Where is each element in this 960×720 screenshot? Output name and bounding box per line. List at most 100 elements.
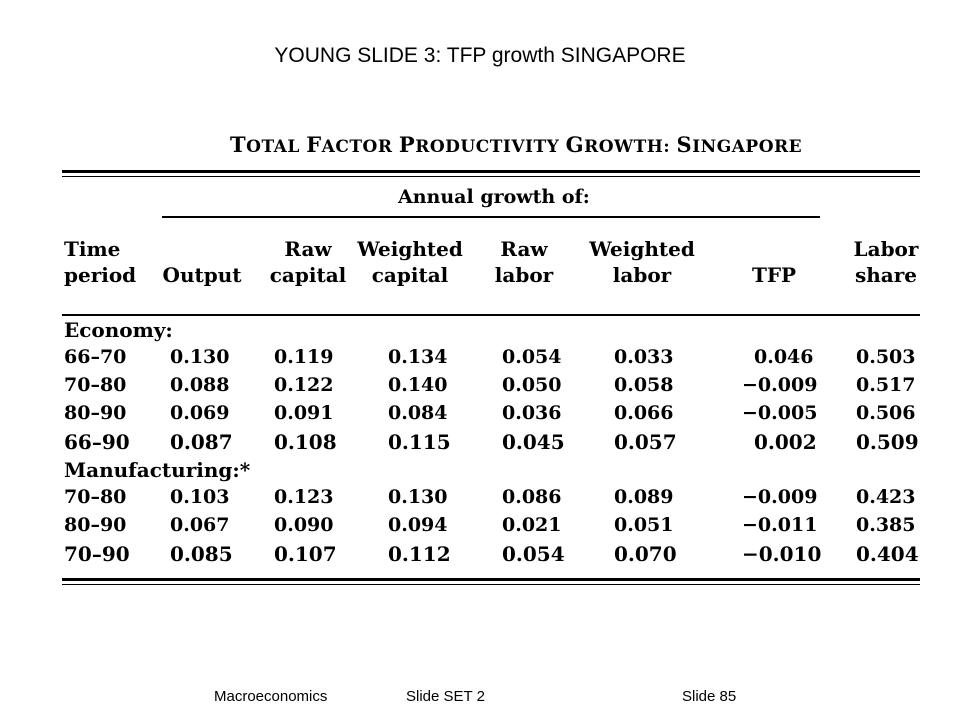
value-cell: 0.087 (170, 430, 233, 454)
table-row: 80–90 0.067 0.090 0.094 0.021 0.051 −0.011 0.38… (62, 514, 920, 542)
column-header: Output (142, 262, 262, 288)
period-cell: 70–80 (64, 374, 127, 396)
column-header-line: Raw (500, 237, 548, 261)
value-cell: 0.085 (170, 542, 233, 566)
table-title-part: RODUCTIVITY (415, 137, 566, 157)
period-cell: 66–70 (64, 346, 127, 368)
value-cell: 0.122 (274, 374, 334, 396)
value-cell: 0.503 (856, 346, 916, 368)
bottom-rule (62, 578, 920, 581)
table-title-part: S (676, 132, 693, 157)
period-cell: 80–90 (64, 402, 127, 424)
period-cell: 80–90 (64, 514, 127, 536)
table-title-part: ACTOR (321, 137, 399, 157)
column-header-line: Labor (853, 237, 919, 261)
column-header-line: capital (269, 263, 347, 287)
total-row: 70–90 0.085 0.107 0.112 0.054 0.070 −0.010 0.40… (62, 542, 920, 570)
footer-slide-number: Slide 85 (682, 688, 737, 705)
table-title-part: OTAL (246, 137, 307, 157)
value-cell: 0.119 (274, 346, 334, 368)
column-header: Weighted labor (582, 236, 702, 288)
slide-title: YOUNG SLIDE 3: TFP growth SINGAPORE (274, 44, 686, 67)
table-title-part: T (230, 132, 247, 157)
value-cell: 0.036 (502, 402, 562, 424)
value-cell: 0.070 (614, 542, 677, 566)
column-header: Weighted capital (350, 236, 470, 288)
value-cell: 0.103 (170, 486, 230, 508)
value-cell: 0.002 (754, 430, 817, 454)
table-row: 70–80 0.088 0.122 0.140 0.050 0.058 −0.009 0.51… (62, 374, 920, 402)
column-header-line: period (64, 263, 137, 287)
column-header-line: share (854, 263, 918, 287)
value-cell: 0.517 (856, 374, 916, 396)
bottom-rule-thin (62, 584, 920, 585)
value-cell: −0.009 (742, 486, 818, 508)
top-rule-thin (62, 176, 920, 177)
table-title-part: G (565, 132, 585, 157)
column-group-rule (162, 216, 820, 218)
column-header-line: TFP (751, 263, 797, 287)
column-group-label: Annual growth of: (398, 186, 590, 208)
footer-slide-set: Slide SET 2 (406, 688, 485, 705)
column-header: Raw labor (464, 236, 584, 288)
value-cell: 0.067 (170, 514, 230, 536)
period-cell: 70–90 (64, 542, 130, 566)
period-cell: 70–80 (64, 486, 127, 508)
column-header-line: Raw (284, 237, 332, 261)
value-cell: 0.069 (170, 402, 230, 424)
value-cell: 0.086 (502, 486, 562, 508)
value-cell: 0.033 (614, 346, 674, 368)
table-title-part: INGAPORE (692, 137, 803, 157)
section-label: Manufacturing:* (64, 458, 251, 482)
value-cell: 0.112 (388, 542, 451, 566)
table-title-part: ROWTH: (584, 137, 677, 157)
section-label: Economy: (64, 318, 173, 342)
table-row: 80–90 0.069 0.091 0.084 0.036 0.066 −0.005 0.50… (62, 402, 920, 430)
table-row: 66–70 0.130 0.119 0.134 0.054 0.033 0.046 0.503 (62, 346, 920, 374)
value-cell: 0.385 (856, 514, 916, 536)
value-cell: 0.050 (502, 374, 562, 396)
value-cell: 0.506 (856, 402, 916, 424)
value-cell: 0.054 (502, 542, 565, 566)
footer-course: Macroeconomics (214, 688, 328, 705)
value-cell: 0.057 (614, 430, 677, 454)
value-cell: 0.423 (856, 486, 916, 508)
value-cell: −0.011 (742, 514, 818, 536)
value-cell: −0.005 (742, 402, 818, 424)
value-cell: 0.130 (388, 486, 448, 508)
value-cell: 0.045 (502, 430, 565, 454)
table-row: 70–80 0.103 0.123 0.130 0.086 0.089 −0.009 0.42… (62, 486, 920, 514)
column-header-line: labor (494, 263, 554, 287)
total-row: 66–90 0.087 0.108 0.115 0.045 0.057 0.002 0.509 (62, 430, 920, 458)
value-cell: 0.066 (614, 402, 674, 424)
top-rule (62, 170, 920, 173)
value-cell: 0.091 (274, 402, 334, 424)
value-cell: 0.509 (856, 430, 919, 454)
table-title-part: F (306, 132, 322, 157)
column-header: Raw capital (248, 236, 368, 288)
tfp-table: TOTAL FACTOR PRODUCTIVITY GROWTH: SINGAP… (62, 126, 920, 588)
column-header: Labor share (826, 236, 946, 288)
header-rule (62, 314, 920, 316)
value-cell: 0.094 (388, 514, 448, 536)
column-header: TFP (714, 262, 834, 288)
table-title: TOTAL FACTOR PRODUCTIVITY GROWTH: SINGAP… (230, 132, 802, 157)
period-cell: 66–90 (64, 430, 130, 454)
column-header: Time period (64, 236, 136, 288)
value-cell: 0.088 (170, 374, 230, 396)
value-cell: 0.089 (614, 486, 674, 508)
value-cell: 0.084 (388, 402, 448, 424)
value-cell: 0.130 (170, 346, 230, 368)
value-cell: 0.108 (274, 430, 337, 454)
value-cell: 0.140 (388, 374, 448, 396)
value-cell: 0.046 (754, 346, 814, 368)
value-cell: 0.051 (614, 514, 674, 536)
value-cell: 0.058 (614, 374, 674, 396)
column-header-line: Weighted (357, 237, 463, 261)
table-title-part: P (398, 132, 416, 157)
value-cell: 0.021 (502, 514, 562, 536)
column-header-line: Output (162, 263, 242, 287)
value-cell: 0.123 (274, 486, 334, 508)
value-cell: 0.090 (274, 514, 334, 536)
value-cell: −0.009 (742, 374, 818, 396)
